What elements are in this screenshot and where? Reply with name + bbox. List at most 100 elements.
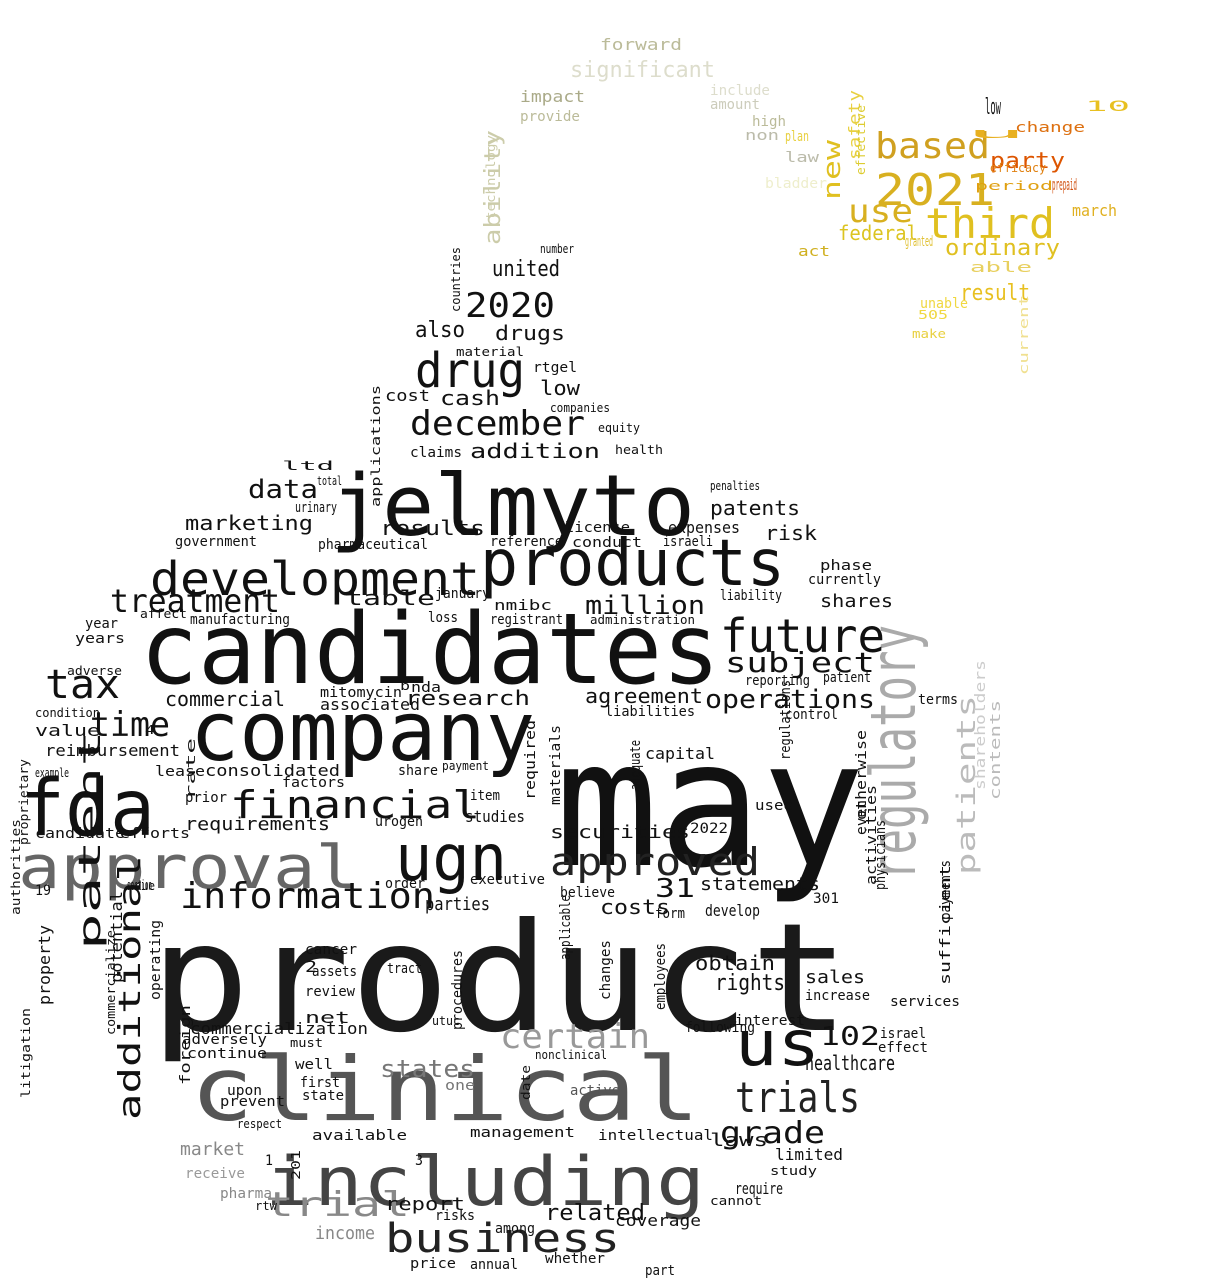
cloud-word: obtain	[695, 951, 775, 975]
cloud-word: review	[305, 984, 356, 1000]
cloud-word: activities	[864, 785, 880, 885]
cloud-word: nda	[411, 680, 441, 696]
cloud-word: unable	[920, 296, 968, 312]
cloud-word: expenses	[668, 518, 740, 537]
cloud-word: well	[295, 1057, 333, 1073]
cloud-word: law	[785, 150, 820, 166]
cloud-word: 1	[265, 1153, 273, 1169]
cloud-word: government	[175, 534, 257, 550]
cloud-word: potential	[107, 891, 126, 983]
cloud-word: loss	[428, 610, 458, 626]
cloud-word: table	[345, 586, 435, 610]
cloud-word: also	[415, 318, 465, 343]
cloud-word: risk	[765, 521, 817, 545]
cloud-word: efficacy	[990, 161, 1046, 175]
cloud-word: trial	[265, 1185, 410, 1225]
cloud-word: management	[470, 1125, 575, 1141]
cloud-word: coverage	[615, 1211, 701, 1230]
cloud-word: u	[966, 126, 1026, 142]
cloud-word: years	[75, 631, 125, 647]
cloud-word: physicians	[873, 820, 889, 890]
cloud-word: risks	[435, 1208, 475, 1224]
cloud-word: period	[975, 179, 1053, 193]
cloud-word: applicable	[558, 895, 574, 960]
cloud-word: whether	[545, 1251, 605, 1267]
cloud-word: amount	[710, 97, 760, 113]
cloud-word: due	[135, 879, 155, 893]
cloud-word: urogen	[375, 814, 423, 830]
cloud-word: able	[970, 260, 1032, 276]
cloud-word: even	[854, 800, 870, 835]
cloud-word: b	[400, 679, 410, 693]
cloud-word: materials	[548, 725, 564, 805]
cloud-word: 10	[1085, 99, 1130, 115]
cloud-word: effect	[878, 1040, 928, 1056]
cloud-word: study	[770, 1164, 817, 1178]
cloud-word: rtgel	[533, 360, 577, 376]
cloud-word: fda	[20, 764, 155, 854]
cloud-word: ugn	[395, 822, 507, 896]
cloud-word: license	[565, 520, 630, 536]
cloud-word: conduct	[572, 535, 642, 551]
cloud-word: agreement	[585, 684, 703, 708]
cloud-word: prepaid	[1052, 175, 1077, 194]
cloud-word: healthcare	[805, 1051, 895, 1075]
cloud-word: plan	[785, 129, 809, 145]
cloud-word: date	[519, 1065, 533, 1100]
cloud-word: addition	[470, 439, 600, 463]
cloud-word: currently	[808, 572, 881, 588]
cloud-word: utuc	[432, 1014, 460, 1028]
cloud-word: among	[495, 1221, 535, 1237]
cloud-word: adversely	[182, 1032, 267, 1048]
cloud-word: financial	[230, 783, 480, 827]
cloud-word: tract	[387, 961, 422, 977]
cloud-word: penalties	[710, 479, 760, 493]
cloud-word: following	[685, 1020, 755, 1036]
cloud-word: active	[570, 1083, 620, 1099]
cloud-word: trials	[735, 1073, 860, 1122]
cloud-word: require	[735, 1179, 783, 1198]
cloud-word: tax	[45, 662, 120, 708]
cloud-word: reporting	[745, 673, 810, 689]
cloud-word: result	[960, 281, 1030, 306]
cloud-word: effective	[854, 105, 868, 175]
cloud-word: products	[480, 527, 785, 601]
cloud-word: rtw	[255, 1199, 278, 1213]
cloud-word: authorities	[9, 819, 23, 915]
cloud-word: required	[523, 720, 539, 800]
cloud-word: companies	[550, 401, 610, 415]
cloud-word: material	[456, 345, 524, 359]
cloud-word: company	[190, 685, 535, 780]
cloud-word: future	[720, 609, 885, 663]
cloud-word: foreign	[178, 1005, 194, 1085]
cloud-word: shares	[820, 591, 893, 612]
cloud-word: january	[435, 586, 490, 602]
cloud-word: include	[710, 83, 770, 99]
cloud-word: data	[248, 475, 318, 505]
cloud-word: develop	[705, 901, 760, 920]
cloud-word: nmibc	[494, 598, 552, 614]
cloud-word: operating	[148, 920, 164, 1000]
cloud-word: development	[150, 552, 480, 606]
cloud-word: forward	[600, 35, 682, 54]
cloud-word: candidates	[140, 593, 720, 707]
cloud-word: regulations	[778, 680, 794, 760]
cloud-word: related	[545, 1201, 645, 1226]
cloud-word: applications	[369, 385, 383, 507]
cloud-word: party	[990, 149, 1065, 174]
cloud-word: services	[890, 994, 960, 1010]
cloud-word: 2022	[690, 821, 728, 837]
cloud-word: commercialize	[104, 930, 118, 1035]
cloud-word: number	[540, 242, 574, 256]
cloud-word: condition	[35, 706, 100, 720]
cloud-word: 2021	[875, 165, 995, 216]
cloud-word: securities	[550, 822, 690, 843]
cloud-word: federal	[838, 221, 918, 245]
cloud-word: patent	[73, 730, 108, 950]
cloud-word: reimbursement	[45, 741, 180, 760]
cloud-word: limited	[775, 1145, 843, 1164]
cloud-word: sales	[805, 967, 865, 988]
cloud-word: available	[312, 1128, 407, 1144]
cloud-word: patient	[823, 670, 871, 686]
